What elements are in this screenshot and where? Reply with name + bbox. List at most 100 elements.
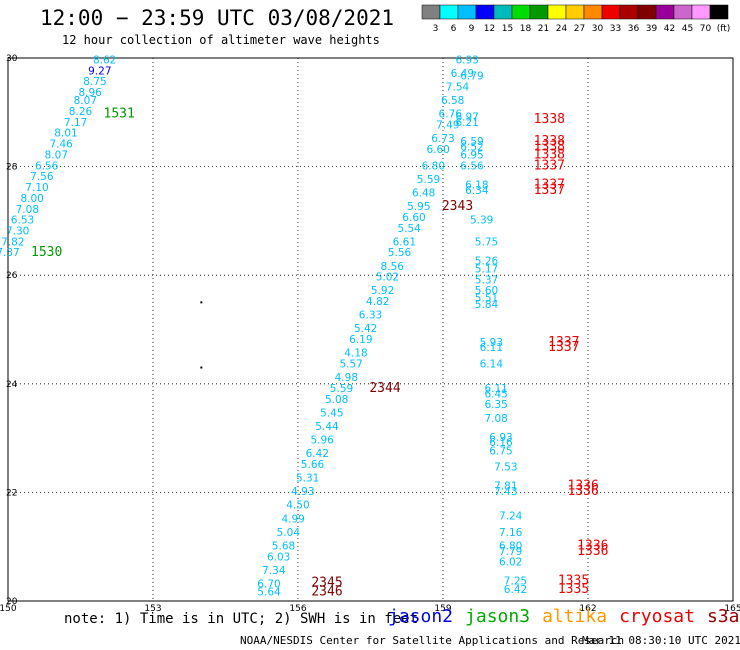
- swh-value: 7.34: [262, 565, 286, 577]
- credit-line: NOAA/NESDIS Center for Satellite Applica…: [240, 634, 625, 647]
- swh-value: 7.81: [494, 481, 517, 493]
- legend-label: 24: [556, 24, 568, 34]
- x-tick-label: 150: [0, 604, 17, 614]
- swh-value: 8.56: [381, 261, 405, 273]
- swh-value: 6.48: [412, 187, 435, 199]
- swh-value: 5.39: [470, 215, 493, 227]
- swh-value: 5.26: [475, 255, 499, 267]
- swh-value: 6.34: [465, 185, 489, 197]
- swh-value: 7.37: [0, 247, 20, 259]
- x-tick-label: 165: [724, 604, 740, 614]
- time-label: 1337: [548, 335, 579, 350]
- swh-value: 7.24: [499, 511, 523, 523]
- swh-value: 7.82: [1, 236, 24, 248]
- page-subtitle: 12 hour collection of altimeter wave hei…: [62, 33, 380, 47]
- swh-value: 5.42: [354, 323, 377, 335]
- swh-value: 5.95: [407, 201, 430, 213]
- time-label: 1337: [534, 183, 565, 198]
- swh-value: 5.92: [371, 285, 394, 297]
- swh-value: 4.93: [291, 486, 314, 498]
- time-label: 1530: [31, 245, 62, 260]
- legend-label: 21: [538, 24, 549, 34]
- legend-swatch: [565, 4, 585, 20]
- swh-value: 8.01: [54, 128, 77, 140]
- swh-value: 6.73: [431, 133, 454, 145]
- swh-value: 6.53: [11, 215, 34, 227]
- y-tick-label: 26: [6, 271, 18, 281]
- time-label: 1337: [534, 158, 565, 173]
- swh-value: 5.60: [475, 285, 498, 297]
- swh-value: 6.11: [484, 383, 507, 395]
- swh-value: 7.10: [25, 182, 48, 194]
- legend-label: 30: [592, 24, 604, 34]
- color-legend: 3 6 9 12 15 18 21 24 27 30 33 36 39 42 45 70 (ft): [421, 4, 730, 34]
- swh-value: 5.59: [330, 383, 353, 395]
- swh-value: 8.96: [78, 87, 102, 99]
- legend-label: 18: [520, 24, 532, 34]
- y-tick-label: 20: [6, 597, 18, 607]
- time-label: 1336: [577, 538, 608, 553]
- time-label: 1338: [534, 139, 565, 154]
- swh-value: 7.53: [494, 462, 517, 474]
- swh-value: 4.18: [344, 348, 367, 360]
- swh-value: 6.93: [489, 432, 512, 444]
- swh-value: 5.59: [417, 174, 440, 186]
- swh-value: 5.84: [475, 299, 499, 311]
- swh-value: 6.75: [489, 445, 512, 457]
- swh-value: 6.49: [451, 68, 474, 80]
- swh-value: 5.31: [296, 473, 319, 485]
- swh-value: 7.08: [484, 413, 507, 425]
- swh-value: 5.66: [301, 459, 325, 471]
- page-title: 12:00 − 23:59 UTC 03/08/2021: [40, 6, 395, 30]
- legend-label: 36: [628, 24, 640, 34]
- swh-value: 5.64: [257, 587, 281, 599]
- generated-timestamp: Mar 11 08:30:10 UTC 2021: [582, 634, 740, 647]
- time-label: 1531: [104, 107, 135, 122]
- time-label: 1338: [534, 112, 565, 127]
- legend-swatch: [601, 4, 621, 20]
- swh-value: 6.02: [499, 557, 522, 569]
- time-label: 1336: [568, 484, 599, 499]
- legend-label: 39: [646, 24, 658, 34]
- marker-dot: [200, 366, 203, 369]
- time-label: 1337: [534, 177, 565, 192]
- swh-value: 8.62: [93, 54, 116, 66]
- swh-value: 6.56: [460, 160, 484, 172]
- time-label: 2346: [311, 585, 342, 600]
- legend-swatch: [493, 4, 513, 20]
- swh-value: 7.56: [30, 171, 54, 183]
- satellite-jason3: jason3: [465, 606, 531, 627]
- swh-value: 5.93: [480, 337, 503, 349]
- legend-label: 45: [682, 24, 693, 34]
- swh-value: 6.33: [359, 310, 382, 322]
- y-tick-label: 28: [6, 163, 18, 173]
- satellite-s3a: s3a: [706, 606, 740, 627]
- swh-value: 8.00: [20, 193, 43, 205]
- swh-value: 6.93: [455, 54, 478, 66]
- legend-swatch: [547, 4, 567, 20]
- legend-swatch: [709, 4, 729, 20]
- legend-label: 15: [502, 24, 513, 34]
- swh-value: 7.08: [16, 204, 39, 216]
- swh-value: 5.51: [475, 292, 498, 304]
- satellite-jason2: jason2: [388, 606, 454, 627]
- swh-value: 7.43: [494, 486, 517, 498]
- satellite-altika: altika: [542, 606, 608, 627]
- time-label: 2345: [311, 575, 342, 590]
- swh-value: 7.79: [499, 546, 522, 558]
- swh-value: 6.79: [460, 71, 483, 83]
- legend-label: 33: [610, 24, 621, 34]
- time-label: 1336: [577, 544, 608, 559]
- y-tick-label: 24: [6, 380, 18, 390]
- swh-value: 8.26: [69, 106, 93, 118]
- marker-dot: [200, 301, 203, 304]
- legend-swatch: [673, 4, 693, 20]
- swh-value: 6.56: [35, 160, 59, 172]
- swh-value: 6.76: [439, 109, 463, 121]
- legend-swatch: [637, 4, 657, 20]
- legend-label: 6: [451, 24, 457, 34]
- swh-value: 7.25: [504, 576, 527, 588]
- swh-value: 5.02: [376, 272, 399, 284]
